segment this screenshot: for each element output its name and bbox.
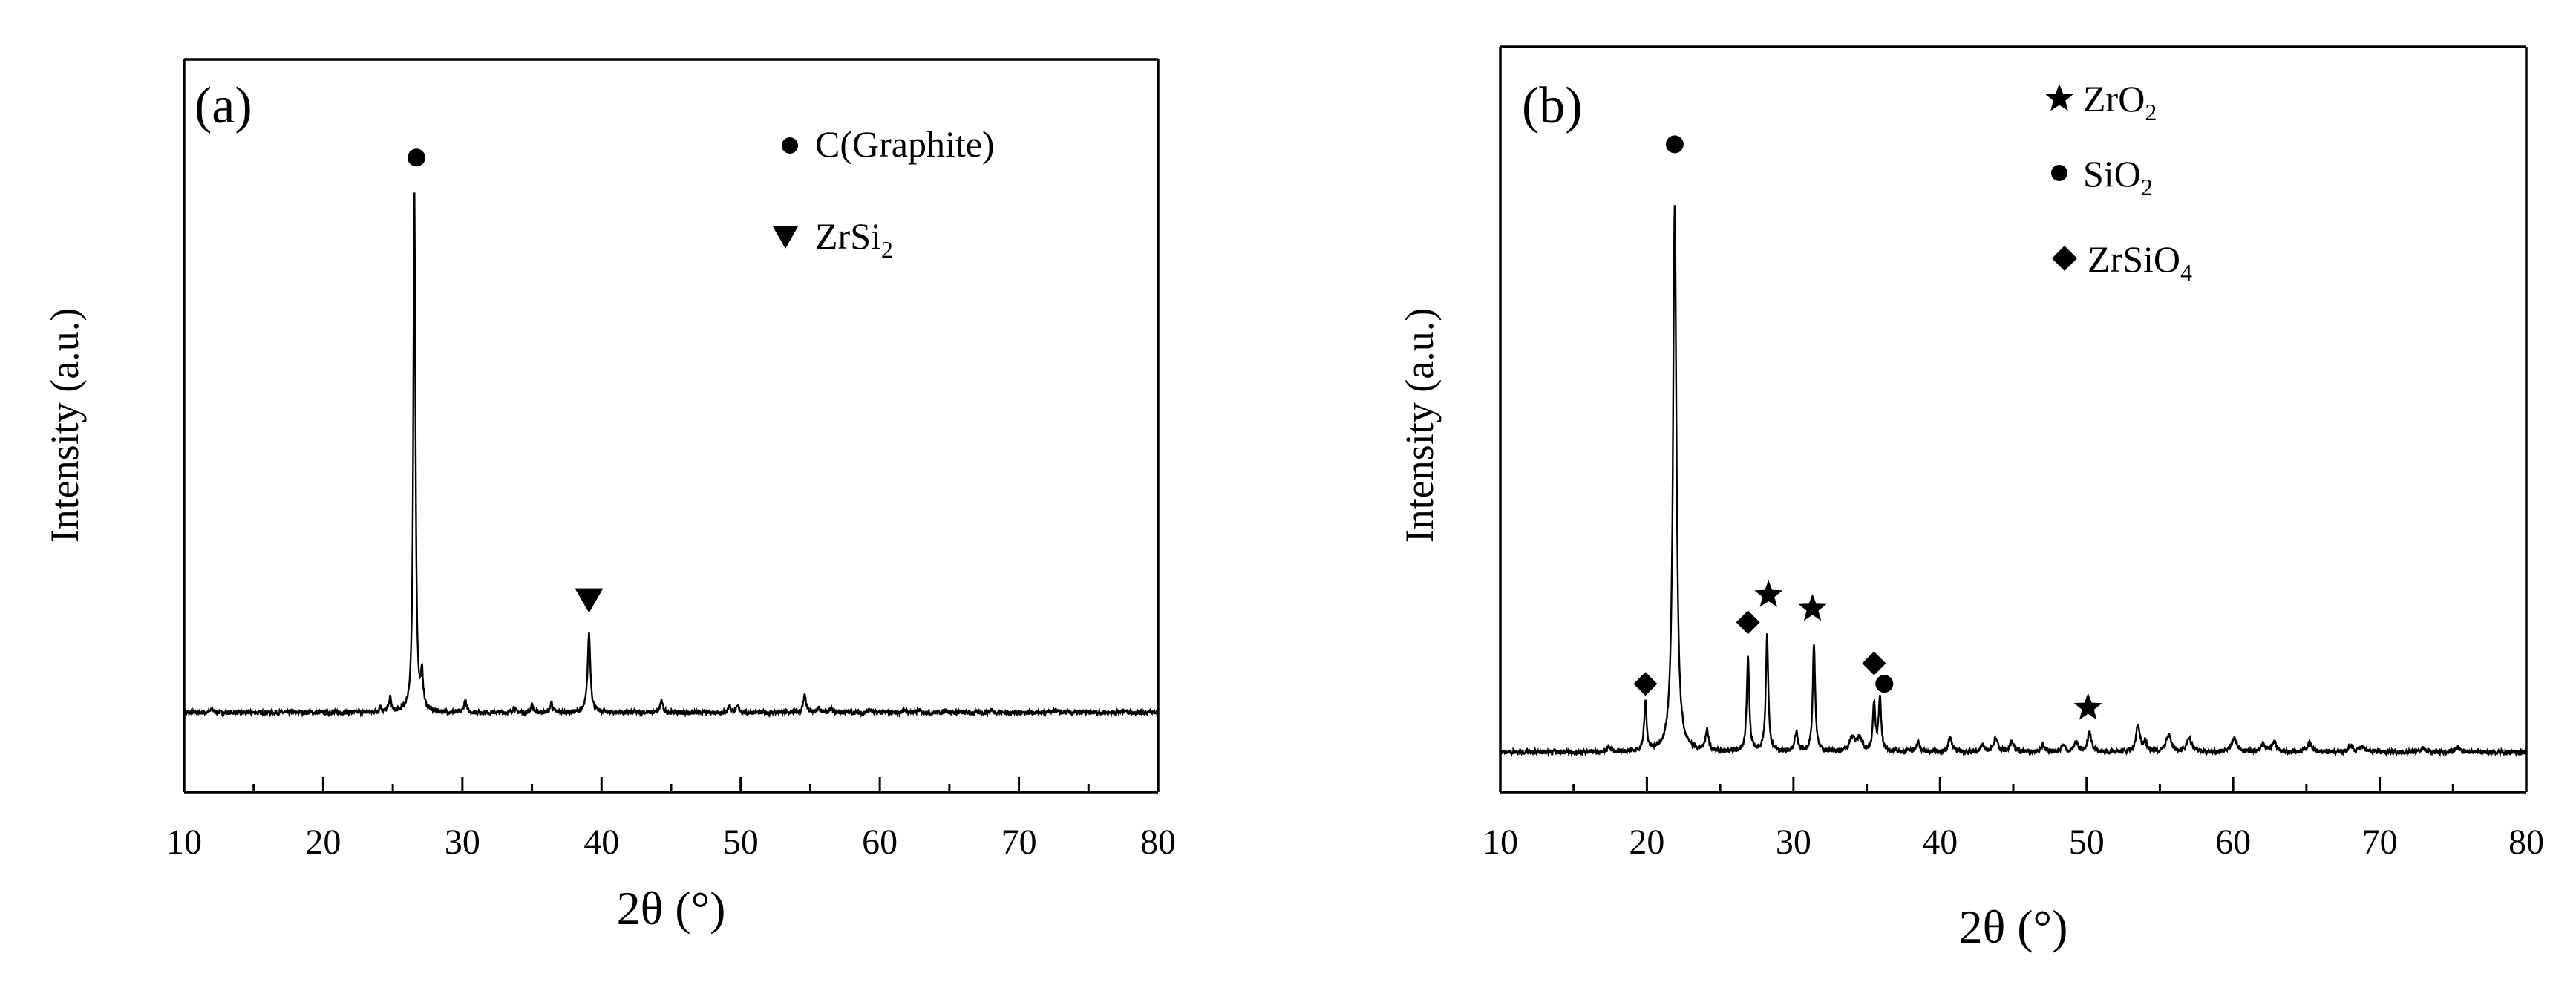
x-tick-label-70: 70 <box>2362 822 2398 862</box>
legend-entry-zro2: ZrO2 <box>2045 78 2157 125</box>
circle-marker-icon <box>1875 675 1894 693</box>
legend-entry-graphite: C(Graphite) <box>782 123 995 165</box>
y-axis-label-a: Intensity (a.u.) <box>42 308 87 543</box>
circle-marker-icon <box>782 137 798 154</box>
panel-label-a: (a) <box>194 77 252 134</box>
diamond-marker-icon <box>1633 672 1658 696</box>
circle-marker-icon <box>2051 165 2067 181</box>
legend-label-sio2: SiO2 <box>2083 153 2153 200</box>
x-tick-label-40: 40 <box>1922 822 1958 862</box>
panel-a: 10 20 30 40 50 60 70 80 (a) 2θ (°) Intensity (a… <box>42 58 1176 935</box>
x-tick-labels: 10 20 30 40 50 60 70 80 <box>1482 822 2544 862</box>
xrd-trace-b <box>1499 205 2528 758</box>
legend-entry-sio2: SiO2 <box>2051 153 2153 200</box>
star-marker-icon <box>1754 580 1783 607</box>
x-tick-label-10: 10 <box>166 822 202 862</box>
x-tick-label-20: 20 <box>1629 822 1664 862</box>
x-ticks <box>183 777 1160 792</box>
x-axis-label-a: 2θ (°) <box>617 882 726 935</box>
peak-markers-a <box>408 148 604 613</box>
circle-marker-icon <box>1665 135 1684 154</box>
x-tick-label-50: 50 <box>723 822 759 862</box>
triangle-down-marker-icon <box>773 226 798 249</box>
legend-entry-zrsio4: ZrSiO4 <box>2052 238 2192 286</box>
x-tick-label-60: 60 <box>862 822 898 862</box>
diamond-marker-icon <box>1736 610 1760 635</box>
circle-marker-icon <box>408 148 426 167</box>
diamond-marker-icon <box>1862 651 1886 675</box>
legend-entry-zrsi2: ZrSi2 <box>773 215 893 263</box>
legend-label-zrsi2: ZrSi2 <box>815 215 893 263</box>
x-tick-label-30: 30 <box>445 822 480 862</box>
star-marker-icon <box>1798 594 1827 621</box>
x-tick-label-70: 70 <box>1001 822 1037 862</box>
triangle-down-marker-icon <box>575 588 604 613</box>
legend-label-zrsio4: ZrSiO4 <box>2088 238 2192 286</box>
panel-label-b: (b) <box>1522 77 1583 134</box>
x-ticks <box>1499 777 2528 792</box>
legend-b: ZrO2 SiO2 ZrSiO4 <box>2045 78 2192 286</box>
panel-b: 10 20 30 40 50 60 70 80 (b) 2θ (°) Intensity (a… <box>1397 45 2544 953</box>
xrd-trace-a <box>183 192 1159 719</box>
star-marker-icon <box>2045 84 2073 111</box>
legend-label-graphite: C(Graphite) <box>815 123 995 165</box>
x-tick-label-80: 80 <box>1140 822 1176 862</box>
peak-markers-b <box>1633 135 2102 720</box>
x-tick-label-80: 80 <box>2508 822 2544 862</box>
star-marker-icon <box>2073 693 2102 720</box>
x-tick-label-50: 50 <box>2069 822 2105 862</box>
x-tick-label-20: 20 <box>305 822 341 862</box>
x-tick-label-30: 30 <box>1776 822 1811 862</box>
y-axis-label-b: Intensity (a.u.) <box>1397 308 1442 543</box>
legend-a: C(Graphite) ZrSi2 <box>773 123 995 263</box>
x-tick-label-40: 40 <box>583 822 619 862</box>
diamond-marker-icon <box>2052 246 2077 271</box>
x-tick-label-10: 10 <box>1482 822 1518 862</box>
x-axis-label-b: 2θ (°) <box>1959 900 2068 953</box>
x-tick-labels: 10 20 30 40 50 60 70 80 <box>166 822 1176 862</box>
x-tick-label-60: 60 <box>2215 822 2251 862</box>
legend-label-zro2: ZrO2 <box>2083 78 2157 125</box>
